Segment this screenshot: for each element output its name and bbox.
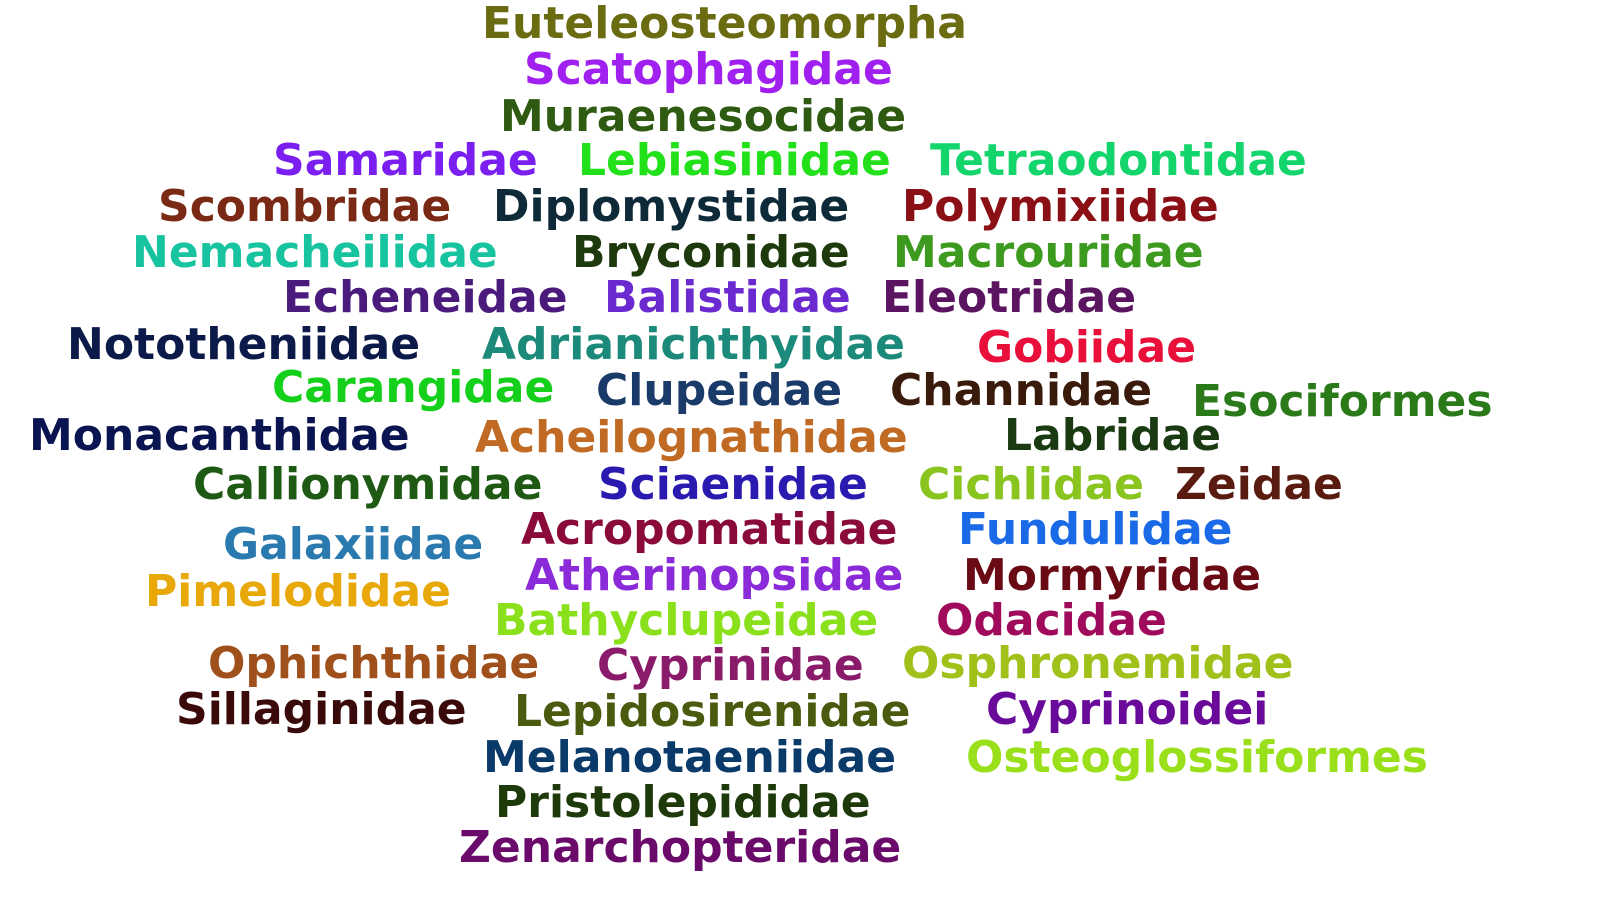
word-lepidosirenidae: Lepidosirenidae (514, 686, 911, 737)
word-nemacheilidae: Nemacheilidae (132, 227, 498, 278)
word-bathyclupeidae: Bathyclupeidae (494, 595, 879, 646)
word-diplomystidae: Diplomystidae (493, 181, 850, 232)
word-carangidae: Carangidae (272, 362, 555, 413)
word-adrianichthyidae: Adrianichthyidae (482, 319, 905, 370)
word-bryconidae: Bryconidae (572, 227, 850, 278)
word-scombridae: Scombridae (158, 181, 452, 232)
word-euteleosteomorpha: Euteleosteomorpha (482, 0, 967, 49)
word-muraenesocidae: Muraenesocidae (500, 91, 907, 142)
word-sciaenidae: Sciaenidae (598, 459, 868, 510)
word-zenarchopteridae: Zenarchopteridae (459, 822, 902, 873)
word-callionymidae: Callionymidae (193, 459, 543, 510)
word-atherinopsidae: Atherinopsidae (525, 550, 904, 601)
word-sillaginidae: Sillaginidae (176, 684, 467, 735)
word-mormyridae: Mormyridae (963, 550, 1262, 601)
word-odacidae: Odacidae (936, 595, 1167, 646)
word-scatophagidae: Scatophagidae (524, 44, 893, 95)
word-cichlidae: Cichlidae (918, 459, 1144, 510)
word-zeidae: Zeidae (1175, 459, 1343, 510)
word-cyprinidae: Cyprinidae (597, 640, 864, 691)
word-echeneidae: Echeneidae (283, 272, 568, 323)
word-pristolepididae: Pristolepididae (495, 777, 871, 828)
word-polymixiidae: Polymixiidae (902, 181, 1219, 232)
word-nototheniidae: Nototheniidae (67, 319, 421, 370)
word-acropomatidae: Acropomatidae (521, 504, 898, 555)
word-tetraodontidae: Tetraodontidae (930, 135, 1307, 186)
word-acheilognathidae: Acheilognathidae (475, 412, 908, 463)
word-esociformes: Esociformes (1192, 376, 1493, 427)
word-macrouridae: Macrouridae (893, 227, 1204, 278)
word-monacanthidae: Monacanthidae (29, 410, 410, 461)
word-lebiasinidae: Lebiasinidae (578, 135, 891, 186)
word-pimelodidae: Pimelodidae (145, 566, 451, 617)
word-cyprinoidei: Cyprinoidei (986, 684, 1269, 735)
word-clupeidae: Clupeidae (596, 365, 843, 416)
word-melanotaeniidae: Melanotaeniidae (483, 732, 897, 783)
word-labridae: Labridae (1004, 410, 1222, 461)
word-channidae: Channidae (890, 365, 1153, 416)
word-ophichthidae: Ophichthidae (208, 638, 540, 689)
word-balistidae: Balistidae (604, 272, 851, 323)
word-fundulidae: Fundulidae (958, 504, 1233, 555)
word-samaridae: Samaridae (273, 135, 538, 186)
word-gobiidae: Gobiidae (977, 322, 1197, 373)
word-galaxiidae: Galaxiidae (223, 519, 484, 570)
word-eleotridae: Eleotridae (882, 272, 1137, 323)
word-osteoglossiformes: Osteoglossiformes (966, 732, 1428, 783)
word-osphronemidae: Osphronemidae (902, 638, 1294, 689)
